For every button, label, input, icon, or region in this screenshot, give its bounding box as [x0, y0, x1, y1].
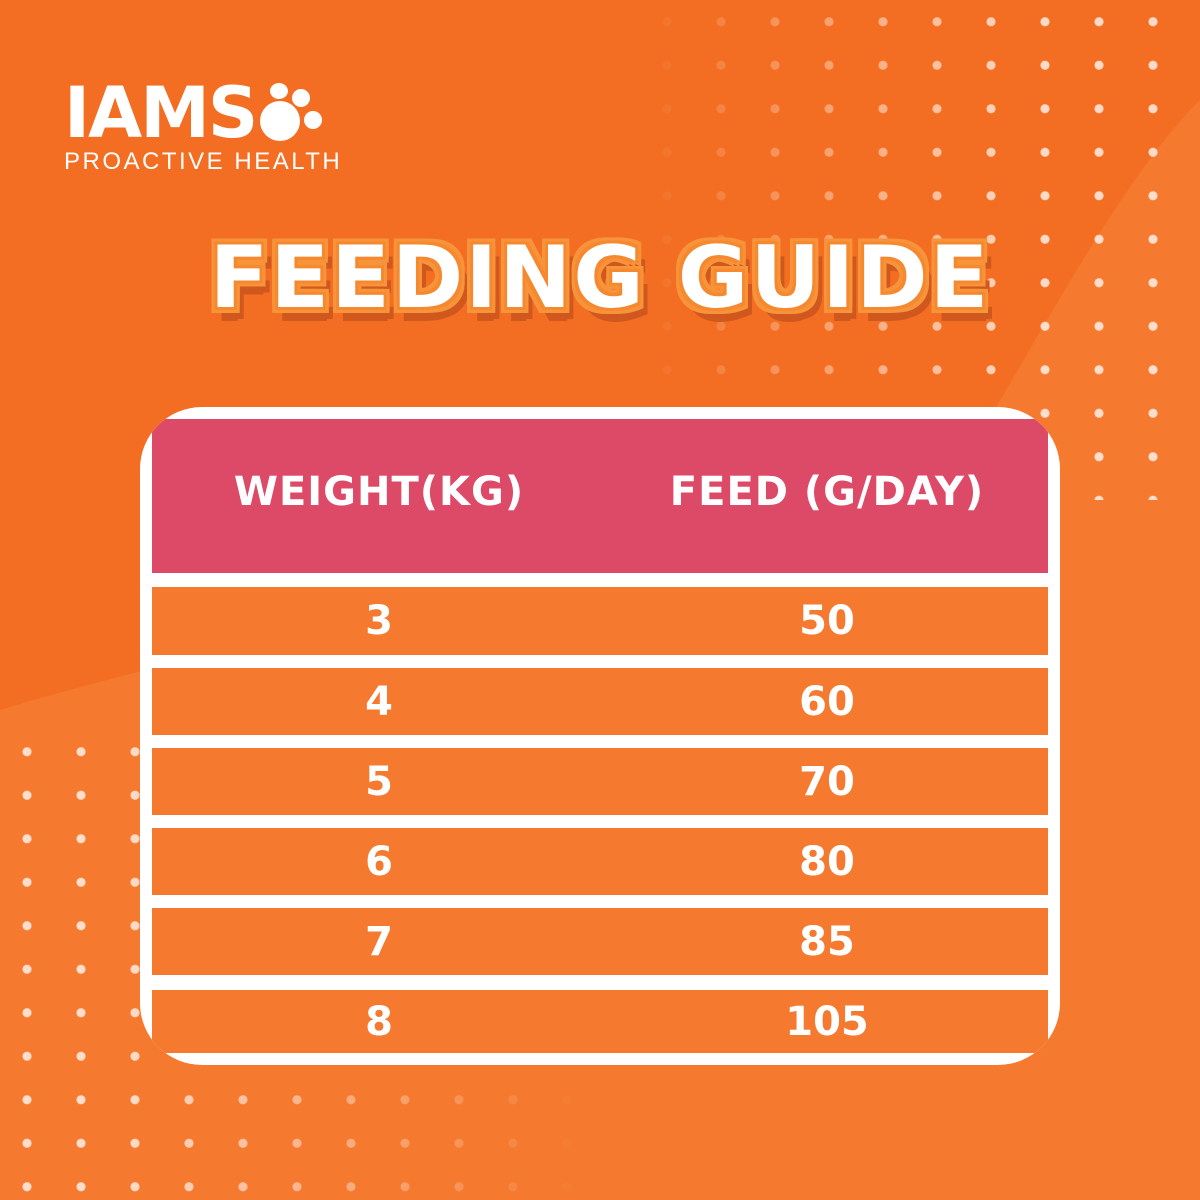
table-cell: 3 [152, 587, 606, 655]
table-cell: 7 [152, 908, 606, 975]
table-cell: 105 [606, 990, 1048, 1053]
table-cell: 5 [152, 748, 606, 815]
table-header: FEED (G/DAY) [606, 419, 1048, 573]
feeding-table: WEIGHT(KG) FEED (G/DAY) 3 50 4 60 5 70 6 80 7 85 8 10… [140, 407, 1060, 1065]
table-cell: 4 [152, 668, 606, 735]
table-cell: 85 [606, 908, 1048, 975]
table-header: WEIGHT(KG) [152, 419, 606, 573]
table-cell: 70 [606, 748, 1048, 815]
table-cell: 80 [606, 828, 1048, 895]
table-cell: 60 [606, 668, 1048, 735]
paw-icon [260, 83, 324, 143]
table-cell: 6 [152, 828, 606, 895]
logo-wordmark: IAMS [64, 72, 258, 154]
page-title: FEEDING GUIDE [209, 228, 991, 328]
table-cell: 8 [152, 990, 606, 1053]
logo-tagline: PROACTIVE HEALTH [64, 148, 343, 175]
table-cell: 50 [606, 587, 1048, 655]
iams-logo: IAMS PROACTIVE HEALTH [64, 72, 343, 176]
